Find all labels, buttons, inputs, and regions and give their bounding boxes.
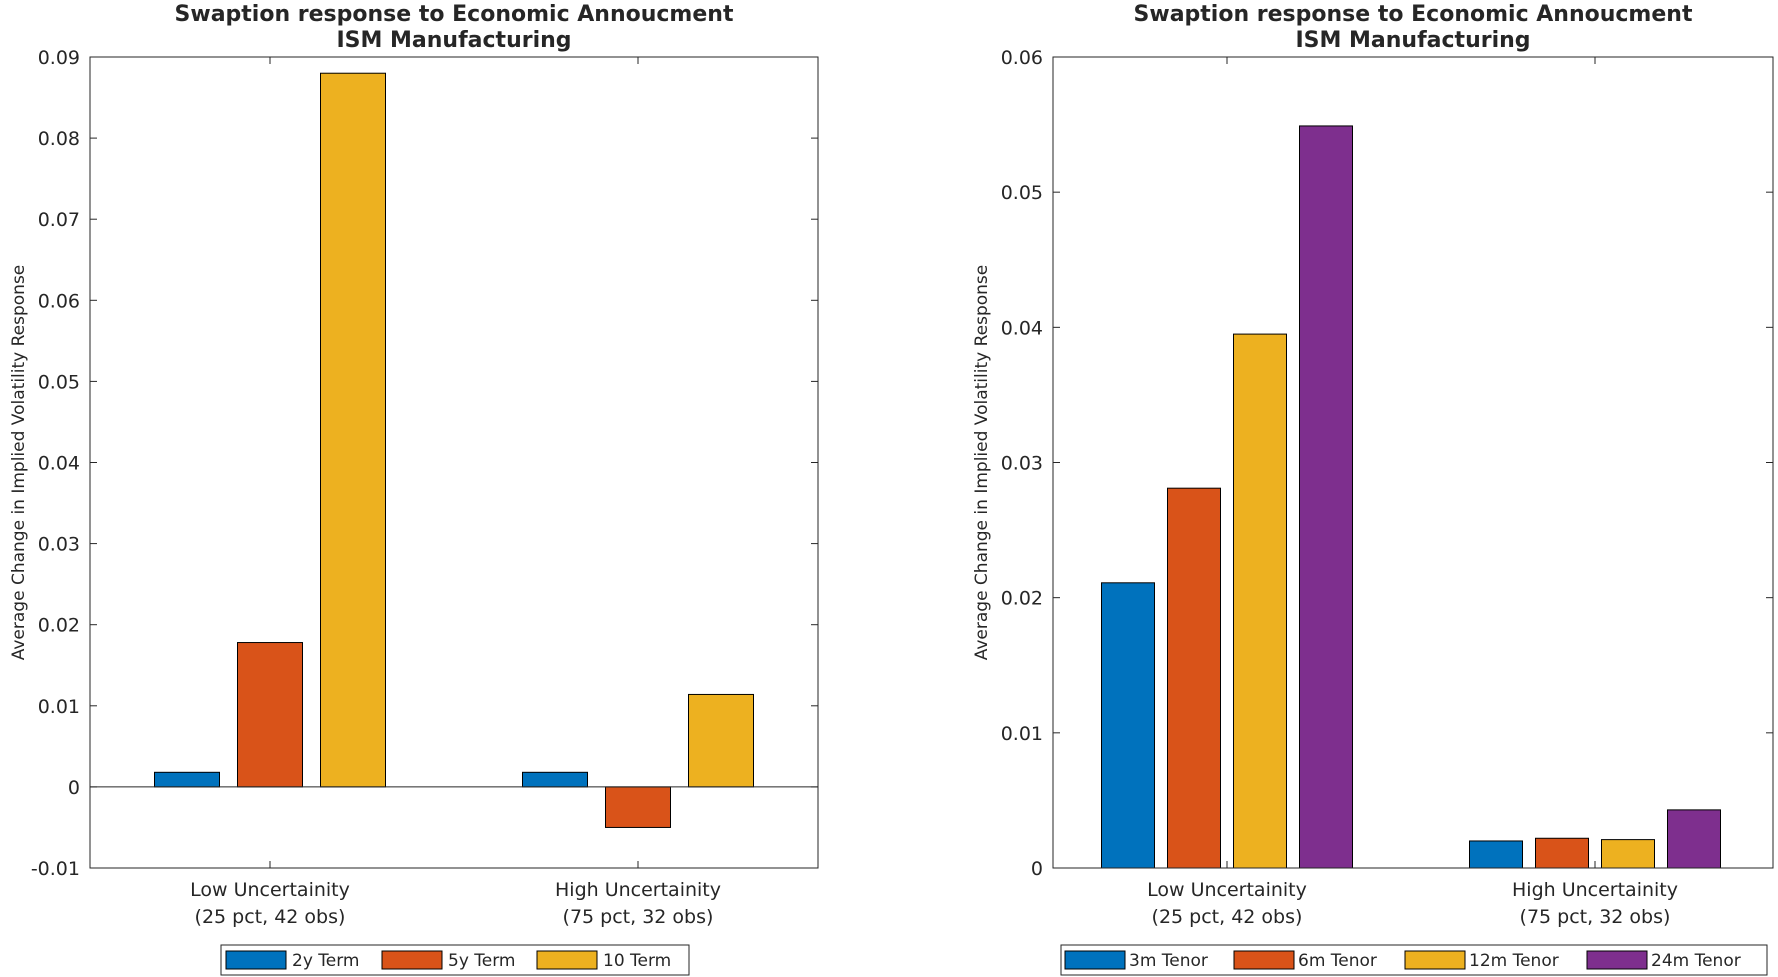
y-tick-label: 0.07 (38, 209, 80, 231)
y-tick-label: 0.02 (38, 615, 80, 637)
legend-label: 2y Term (292, 951, 360, 971)
x-category-label: Low Uncertainity (1147, 879, 1307, 901)
chart-title: Swaption response to Economic Annoucment (1134, 2, 1693, 27)
y-tick-label: 0.09 (38, 47, 80, 69)
legend-swatch (381, 950, 443, 970)
bar-6m-tenor-1 (1167, 487, 1221, 869)
bar-5y-term-2 (605, 786, 671, 828)
x-category-sublabel: (25 pct, 42 obs) (195, 906, 346, 928)
bar-12m-tenor-2 (1601, 839, 1655, 869)
y-axis-label: Average Change in Implied Volatility Res… (9, 265, 29, 661)
bar-2y-term-1 (154, 771, 220, 788)
legend-box (220, 944, 690, 976)
axes-box (1052, 56, 1774, 869)
y-tick-label: 0.02 (1001, 588, 1043, 610)
legend-swatch (536, 950, 598, 970)
y-tick-label: 0.05 (1001, 182, 1043, 204)
y-tick-label: 0.01 (1001, 723, 1043, 745)
x-category-sublabel: (75 pct, 32 obs) (563, 906, 714, 928)
bar-24m-tenor-1 (1299, 125, 1353, 869)
bar-10-term-2 (688, 693, 754, 788)
chart-title: Swaption response to Economic Annoucment (175, 2, 734, 27)
chart-panel-2: Swaption response to Economic Annoucment… (972, 2, 1774, 976)
chart-subtitle: ISM Manufacturing (336, 28, 571, 53)
y-tick-label: 0 (68, 777, 80, 799)
y-tick-label: -0.01 (31, 858, 80, 880)
legend-label: 12m Tenor (1469, 951, 1559, 971)
legend-label: 5y Term (448, 951, 516, 971)
legend-swatch (1064, 950, 1126, 970)
legend-swatch (1586, 950, 1648, 970)
y-tick-label: 0.04 (38, 453, 80, 475)
legend-swatch (1233, 950, 1295, 970)
bar-24m-tenor-2 (1667, 809, 1721, 869)
y-tick-label: 0.04 (1001, 317, 1043, 339)
y-tick-label: 0.03 (38, 534, 80, 556)
y-tick-label: 0 (1031, 858, 1043, 880)
y-tick-label: 0.05 (38, 371, 80, 393)
x-category-label: High Uncertainity (1512, 879, 1678, 901)
bar-12m-tenor-1 (1233, 333, 1287, 869)
x-category-label: Low Uncertainity (190, 879, 350, 901)
legend: 2y Term 5y Term 10 Term (220, 944, 690, 976)
y-tick-label: 0.06 (1001, 47, 1043, 69)
chart-subtitle: ISM Manufacturing (1295, 28, 1530, 53)
y-tick-label: 0.08 (38, 128, 80, 150)
bar-2y-term-2 (522, 771, 588, 788)
legend-label: 24m Tenor (1651, 951, 1741, 971)
y-axis-label: Average Change in Implied Volatility Res… (972, 265, 992, 661)
legend-label: 10 Term (603, 951, 671, 971)
x-category-label: High Uncertainity (555, 879, 721, 901)
bar-3m-tenor-1 (1101, 582, 1155, 869)
legend-label: 6m Tenor (1298, 951, 1377, 971)
legend-swatch (225, 950, 287, 970)
y-tick-label: 0.01 (38, 696, 80, 718)
x-category-sublabel: (25 pct, 42 obs) (1152, 906, 1303, 928)
bar-10-term-1 (320, 72, 386, 788)
bar-6m-tenor-2 (1535, 837, 1589, 869)
legend-swatch (1404, 950, 1466, 970)
legend: 3m Tenor 6m Tenor 12m Tenor 24m Tenor (1060, 944, 1768, 976)
chart-panel-1: Swaption response to Economic Annoucment… (9, 2, 819, 976)
bar-5y-term-1 (237, 642, 303, 788)
x-category-sublabel: (75 pct, 32 obs) (1520, 906, 1671, 928)
y-tick-label: 0.06 (38, 290, 80, 312)
legend-label: 3m Tenor (1129, 951, 1208, 971)
bar-3m-tenor-2 (1469, 840, 1523, 869)
axes-box (89, 56, 819, 869)
y-tick-label: 0.03 (1001, 453, 1043, 475)
